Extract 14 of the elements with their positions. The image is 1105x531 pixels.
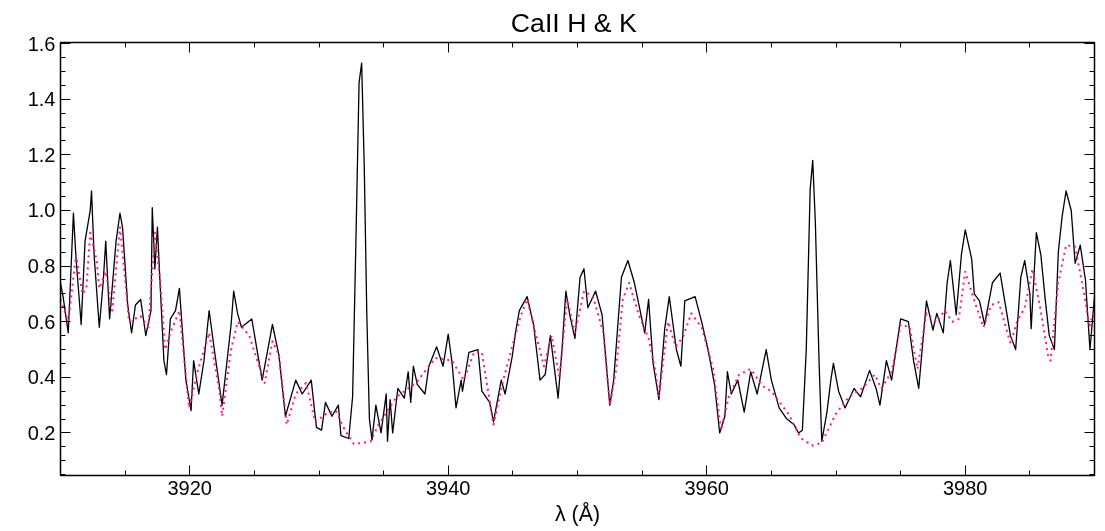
y-tick-label: 1.4 — [27, 88, 56, 111]
y-tick-label: 1.2 — [27, 143, 56, 166]
chart-title: CaII H & K — [510, 7, 637, 38]
x-axis-title: λ (Å) — [554, 501, 601, 526]
x-tick-label: 3960 — [684, 476, 729, 499]
x-tick-label: 3940 — [426, 476, 471, 499]
y-tick-label: 1.0 — [27, 199, 56, 222]
y-tick-label: 0.8 — [27, 255, 56, 278]
y-tick-label: 0.2 — [27, 421, 56, 444]
x-tick-label: 3920 — [167, 476, 212, 499]
y-tick-label: 1.6 — [27, 32, 56, 55]
x-tick-label: 3980 — [943, 476, 988, 499]
y-tick-label: 0.6 — [27, 310, 56, 333]
y-tick-label: 0.4 — [27, 366, 56, 389]
